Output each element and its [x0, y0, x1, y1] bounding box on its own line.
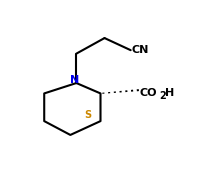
Text: CO: CO [139, 88, 156, 98]
Text: S: S [83, 110, 91, 120]
Text: 2: 2 [158, 91, 165, 101]
Text: H: H [164, 88, 173, 98]
Text: CN: CN [131, 45, 148, 55]
Text: N: N [69, 75, 79, 85]
